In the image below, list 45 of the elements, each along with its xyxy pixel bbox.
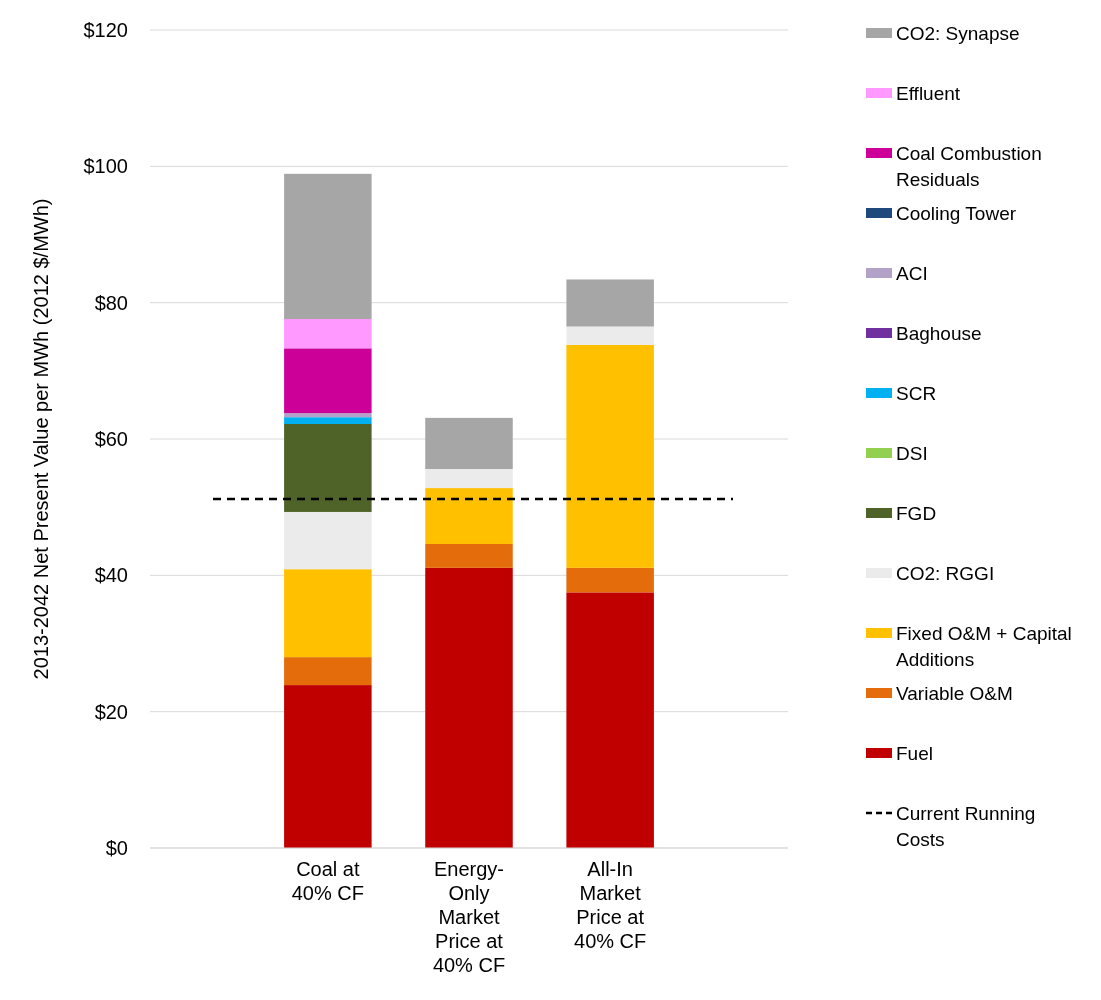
- bar: [284, 511, 372, 570]
- y-tick-label: $120: [83, 19, 128, 41]
- bar: [425, 417, 513, 469]
- legend-label: SCR: [896, 382, 937, 404]
- legend-label: Effluent: [896, 82, 961, 104]
- legend-label: Fuel: [896, 742, 933, 764]
- bar: [566, 344, 654, 568]
- y-tick-label: $40: [94, 564, 128, 587]
- legend-label: CO2: RGGI: [896, 562, 995, 584]
- legend-label: Current Running Costs: [896, 802, 1036, 850]
- legend-label: Variable O&M: [896, 682, 1013, 704]
- bar: [284, 685, 372, 848]
- bar: [284, 173, 372, 320]
- y-tick-label: $20: [94, 700, 128, 723]
- y-tick-label: $60: [94, 428, 128, 450]
- bar: [566, 326, 654, 345]
- bar: [284, 417, 372, 424]
- y-tick-label: $80: [94, 291, 128, 314]
- y-axis-title: 2013-2042 Net Present Value per MWh (2012 $/MWh): [30, 198, 52, 680]
- bar: [566, 567, 654, 593]
- bar: [425, 543, 513, 568]
- y-tick-label: $100: [83, 155, 128, 178]
- legend-label: Coal Combustion Residuals: [896, 142, 1042, 190]
- bar: [425, 488, 513, 544]
- bar: [284, 348, 372, 414]
- bar: [284, 319, 372, 349]
- legend-label: Baghouse: [896, 322, 982, 344]
- bar: [566, 279, 654, 327]
- x-tick-label: All-In Market Price at 40% CF: [574, 858, 647, 952]
- legend-label: ACI: [896, 262, 928, 284]
- bar: [284, 413, 372, 418]
- x-tick-label: Coal at 40% CF: [291, 858, 364, 904]
- bar: [284, 424, 372, 512]
- legend-label: Fixed O&M + Capital Additions: [896, 622, 1072, 670]
- x-tick-label: Energy-Only Market Price at 40% CF: [432, 858, 506, 976]
- bar: [284, 657, 372, 686]
- bar: [284, 569, 372, 658]
- legend-label: CO2: Synapse: [896, 22, 1020, 44]
- bar: [425, 468, 513, 489]
- legend-label: DSI: [896, 442, 928, 464]
- y-tick-label: $0: [105, 837, 128, 859]
- legend-label: FGD: [896, 502, 937, 524]
- bar: [425, 567, 513, 848]
- legend-label: Cooling Tower: [896, 202, 1017, 224]
- bar: [566, 592, 654, 848]
